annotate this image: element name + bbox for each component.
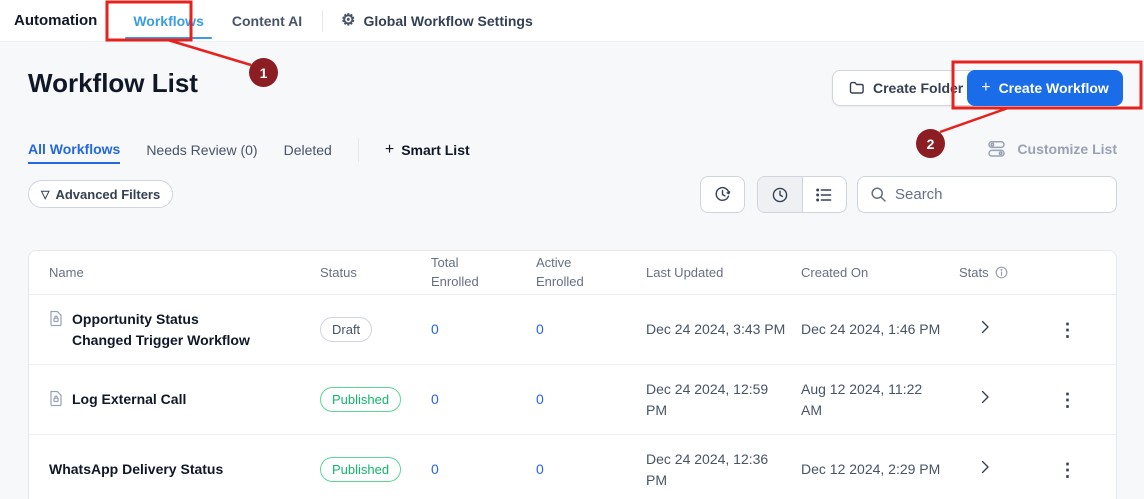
tabs-divider xyxy=(357,138,359,162)
top-bar: Automation Workflows Content AI ⚙ Global… xyxy=(0,0,1144,42)
tab-deleted[interactable]: Deleted xyxy=(283,142,332,158)
tab-all-workflows[interactable]: All Workflows xyxy=(28,136,121,164)
status-badge: Published xyxy=(320,387,402,412)
page-title: Workflow List xyxy=(28,68,198,98)
info-icon xyxy=(995,266,1008,279)
created-on: Dec 24 2024, 1:46 PM xyxy=(801,321,941,338)
total-enrolled-link[interactable]: 0 xyxy=(431,320,439,337)
search-icon xyxy=(871,187,886,202)
bullet-list-icon xyxy=(816,188,832,201)
table-row[interactable]: Opportunity Status Changed Trigger Workf… xyxy=(29,295,1116,365)
list-view-button[interactable] xyxy=(801,177,846,212)
tab-workflows[interactable]: Workflows xyxy=(119,0,218,42)
global-workflow-settings-button[interactable]: ⚙ Global Workflow Settings xyxy=(341,11,533,29)
smart-list-button[interactable]: + Smart List xyxy=(384,141,470,159)
customize-list-icon xyxy=(988,141,1006,157)
table-row[interactable]: WhatsApp Delivery Status Published 0 0 D… xyxy=(29,435,1116,499)
row-menu-icon[interactable]: ⋮ xyxy=(1058,319,1077,340)
search-box xyxy=(857,176,1117,213)
col-name: Name xyxy=(49,265,84,280)
col-active-enrolled: Active Enrolled xyxy=(536,254,584,289)
annotation-step-2: 2 xyxy=(916,129,945,158)
workflow-name: WhatsApp Delivery Status xyxy=(49,461,224,478)
col-status: Status xyxy=(320,265,357,280)
workflow-table: Name Status Total Enrolled Active Enroll… xyxy=(28,250,1117,499)
col-total-enrolled: Total Enrolled xyxy=(431,254,479,289)
last-updated: Dec 24 2024, 12:59 PM xyxy=(646,381,769,418)
active-enrolled-link[interactable]: 0 xyxy=(536,390,544,407)
filter-funnel-icon: ▽ xyxy=(41,188,50,201)
workflow-name: Log External Call xyxy=(72,391,187,408)
last-updated: Dec 24 2024, 3:43 PM xyxy=(646,321,786,338)
plus-icon: + xyxy=(384,141,395,158)
active-enrolled-link[interactable]: 0 xyxy=(536,320,544,337)
plus-icon: + xyxy=(981,79,991,96)
folder-icon xyxy=(849,81,864,94)
time-view-button[interactable] xyxy=(758,177,802,212)
col-created-on: Created On xyxy=(801,265,869,280)
history-clock-icon xyxy=(715,186,731,201)
workflow-doc-icon xyxy=(50,391,62,407)
tab-active-underline xyxy=(125,36,212,39)
created-on: Dec 12 2024, 2:29 PM xyxy=(801,461,941,478)
stats-chevron-icon[interactable] xyxy=(981,320,990,334)
create-folder-button[interactable]: Create Folder xyxy=(832,70,981,106)
status-badge: Draft xyxy=(320,317,373,342)
col-last-updated: Last Updated xyxy=(646,265,724,280)
tab-needs-review[interactable]: Needs Review (0) xyxy=(146,142,258,158)
enrollment-history-button[interactable] xyxy=(700,176,745,213)
total-enrolled-link[interactable]: 0 xyxy=(431,460,439,477)
stats-chevron-icon[interactable] xyxy=(981,460,990,474)
stats-chevron-icon[interactable] xyxy=(981,390,990,404)
search-input[interactable] xyxy=(895,186,1104,203)
topbar-divider xyxy=(322,9,324,32)
tab-content-ai[interactable]: Content AI xyxy=(231,12,303,29)
created-on: Aug 12 2024, 11:22 AM xyxy=(801,381,923,418)
clock-icon xyxy=(772,187,788,202)
advanced-filters-button[interactable]: ▽ Advanced Filters xyxy=(28,180,174,208)
customize-list-button[interactable]: Customize List xyxy=(988,140,1117,158)
total-enrolled-link[interactable]: 0 xyxy=(431,390,439,407)
status-badge: Published xyxy=(320,457,402,482)
row-menu-icon[interactable]: ⋮ xyxy=(1058,389,1077,410)
create-workflow-button[interactable]: + Create Workflow xyxy=(967,70,1123,106)
table-row[interactable]: Log External Call Published 0 0 Dec 24 2… xyxy=(29,365,1116,435)
view-toggle xyxy=(757,176,847,213)
annotation-line-1 xyxy=(167,38,252,67)
annotation-step-1: 1 xyxy=(249,58,278,87)
row-menu-icon[interactable]: ⋮ xyxy=(1058,459,1077,480)
col-stats: Stats xyxy=(959,265,1039,280)
gear-icon: ⚙ xyxy=(341,11,356,29)
table-header: Name Status Total Enrolled Active Enroll… xyxy=(29,251,1116,295)
last-updated: Dec 24 2024, 12:36 PM xyxy=(646,451,769,488)
list-tabs: All Workflows Needs Review (0) Deleted +… xyxy=(28,136,470,164)
app-title: Automation xyxy=(14,12,98,29)
active-enrolled-link[interactable]: 0 xyxy=(536,460,544,477)
workflow-name: Opportunity Status Changed Trigger Workf… xyxy=(72,311,250,348)
workflow-doc-icon xyxy=(50,311,62,327)
annotation-line-2 xyxy=(939,106,1009,134)
